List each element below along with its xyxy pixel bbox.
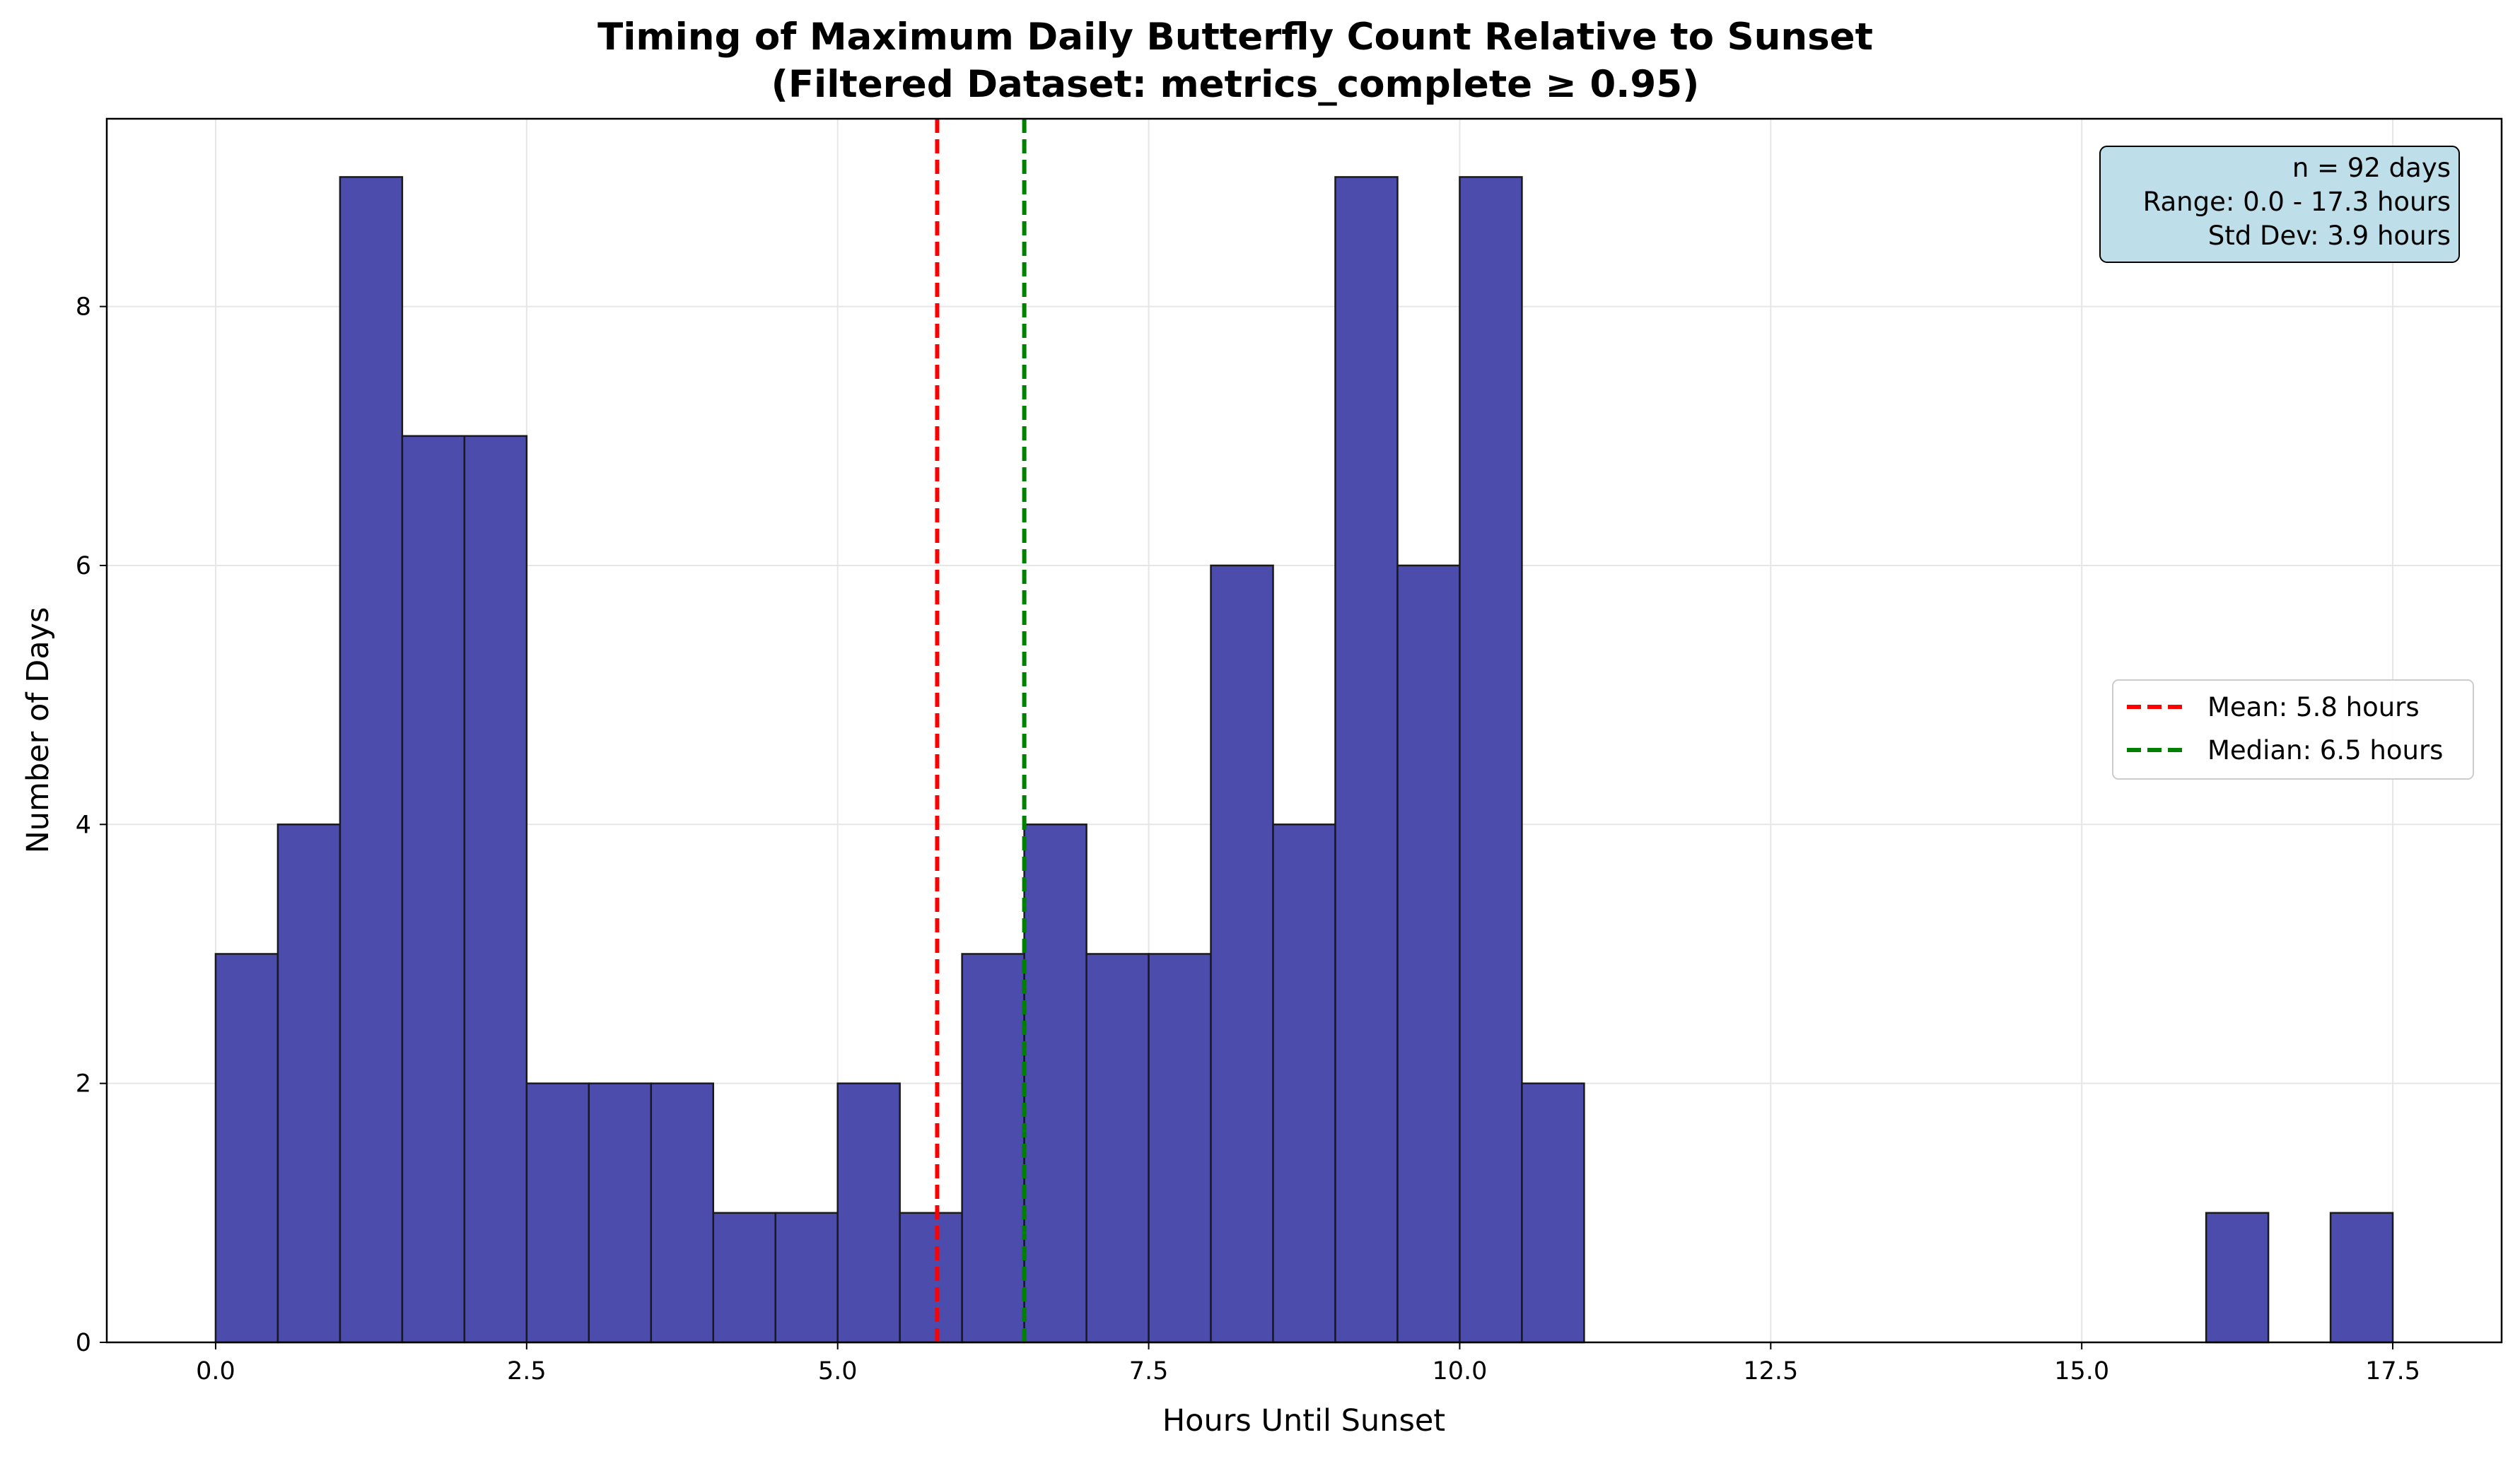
y-axis-label: Number of Days [21,607,56,854]
histogram-bar [712,1212,776,1344]
stats-line-stddev: Std Dev: 3.9 hours [2208,221,2451,251]
histogram-bar [1210,564,1274,1344]
legend-mean-label: Mean: 5.8 hours [2207,692,2420,722]
histogram-bar [214,953,279,1344]
stats-box-background [2099,146,2460,263]
histogram-bar [1459,176,1523,1344]
histogram-bar [650,1082,714,1344]
y-tick-label: 8 [76,293,91,322]
stats-line-range: Range: 0.0 - 17.3 hours [2143,187,2451,217]
y-tick-label: 4 [76,811,91,839]
histogram-bar [961,953,1025,1344]
y-tick-label: 2 [76,1070,91,1098]
x-tick-label: 7.5 [1129,1357,1169,1385]
histogram-bar [401,435,466,1344]
histogram-bar [1085,953,1150,1344]
x-tick-label: 12.5 [1743,1357,1798,1385]
chart-title: Timing of Maximum Daily Butterfly Count … [597,16,1873,59]
histogram-bar [2329,1212,2394,1344]
histogram-bar [1521,1082,1585,1344]
histogram-bar [1334,176,1399,1344]
x-axis-ticks: 0.0 2.5 5.0 7.5 10.0 12.5 15.0 17.5 [196,1342,2420,1385]
x-tick-label: 0.0 [196,1357,235,1385]
histogram-bar [836,1082,901,1344]
histogram-bar [1272,824,1336,1344]
histogram-bar [1396,564,1461,1344]
x-axis-label: Hours Until Sunset [1162,1403,1445,1439]
histogram-bar [463,435,528,1344]
x-tick-label: 2.5 [507,1357,547,1385]
chart-subtitle: (Filtered Dataset: metrics_complete ≥ 0.… [771,63,1700,106]
legend: Mean: 5.8 hours Median: 6.5 hours [2112,679,2474,780]
histogram-bar [899,1212,963,1344]
y-tick-label: 6 [76,552,91,580]
y-tick-label: 0 [76,1329,91,1357]
x-tick-label: 10.0 [1432,1357,1487,1385]
plot-area-frame [105,117,2503,1344]
histogram-bar [1023,824,1087,1344]
legend-frame [2112,679,2474,780]
stats-box: n = 92 days Range: 0.0 - 17.3 hours Std … [2099,146,2460,263]
x-tick-label: 17.5 [2365,1357,2420,1385]
x-tick-label: 15.0 [2054,1357,2109,1385]
histogram-bar [525,1082,590,1344]
legend-median-label: Median: 6.5 hours [2207,735,2443,766]
histogram-bar [276,824,342,1344]
histogram-bars [214,176,2394,1344]
histogram-bar [588,1082,653,1344]
histogram-bar [2205,1212,2270,1344]
histogram-bar [774,1212,839,1344]
histogram-bar [339,176,404,1344]
y-axis-ticks: 0 2 4 6 8 [76,293,107,1357]
stats-line-n: n = 92 days [2292,153,2451,183]
histogram-bar [1148,953,1212,1344]
x-tick-label: 5.0 [818,1357,858,1385]
